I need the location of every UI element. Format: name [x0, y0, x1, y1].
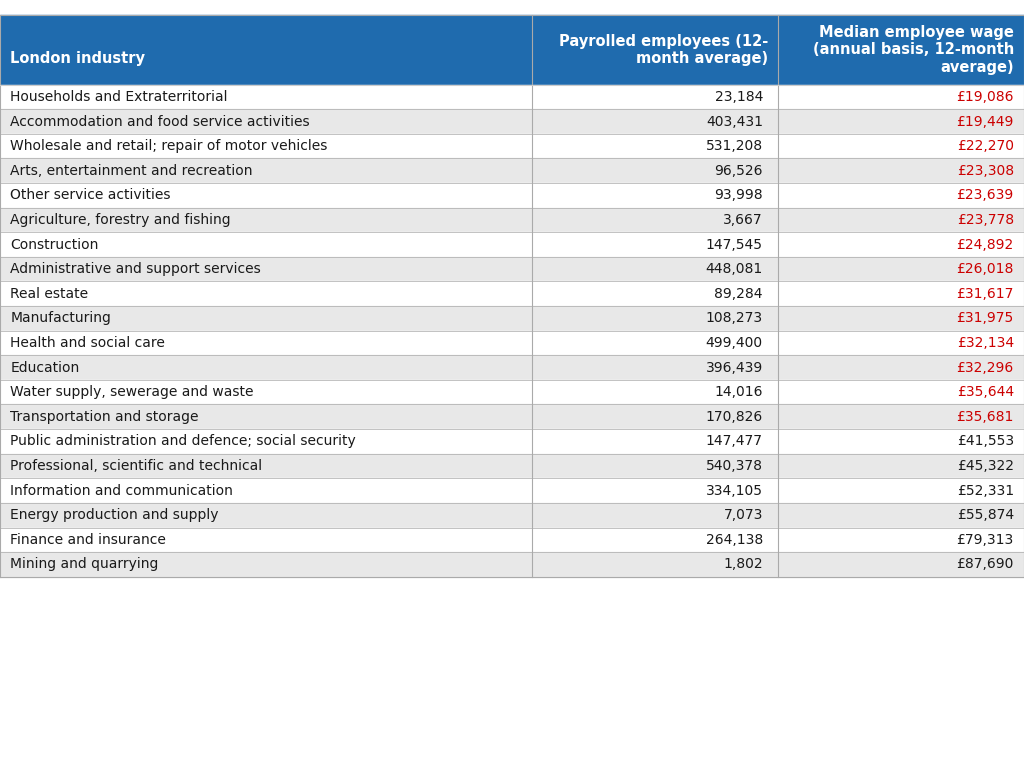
- Bar: [0, 503, 1024, 528]
- Bar: [0, 552, 1024, 577]
- Bar: [0, 158, 1024, 183]
- Text: £87,690: £87,690: [956, 558, 1014, 571]
- Text: £23,778: £23,778: [956, 213, 1014, 227]
- Text: Mining and quarrying: Mining and quarrying: [10, 558, 159, 571]
- Text: 1,802: 1,802: [723, 558, 763, 571]
- Text: 170,826: 170,826: [706, 410, 763, 424]
- Text: London industry: London industry: [10, 51, 145, 66]
- Text: Manufacturing: Manufacturing: [10, 311, 112, 325]
- Text: Transportation and storage: Transportation and storage: [10, 410, 199, 424]
- Text: Wholesale and retail; repair of motor vehicles: Wholesale and retail; repair of motor ve…: [10, 139, 328, 153]
- Text: Information and communication: Information and communication: [10, 484, 233, 498]
- Bar: [0, 109, 1024, 134]
- Text: Accommodation and food service activities: Accommodation and food service activitie…: [10, 115, 310, 128]
- Bar: [0, 478, 1024, 503]
- Text: 403,431: 403,431: [706, 115, 763, 128]
- Text: £55,874: £55,874: [956, 508, 1014, 522]
- Text: Public administration and defence; social security: Public administration and defence; socia…: [10, 434, 356, 448]
- Text: Administrative and support services: Administrative and support services: [10, 262, 261, 276]
- Text: Energy production and supply: Energy production and supply: [10, 508, 219, 522]
- Text: 14,016: 14,016: [715, 385, 763, 399]
- Bar: [0, 183, 1024, 208]
- Text: £35,644: £35,644: [956, 385, 1014, 399]
- Text: Education: Education: [10, 361, 80, 375]
- Text: £31,617: £31,617: [956, 287, 1014, 301]
- Text: £79,313: £79,313: [956, 533, 1014, 547]
- Text: 540,378: 540,378: [706, 459, 763, 473]
- Text: Health and social care: Health and social care: [10, 336, 165, 350]
- Text: 89,284: 89,284: [715, 287, 763, 301]
- Text: 96,526: 96,526: [715, 164, 763, 178]
- Text: £52,331: £52,331: [956, 484, 1014, 498]
- Text: Professional, scientific and technical: Professional, scientific and technical: [10, 459, 262, 473]
- Text: £24,892: £24,892: [956, 238, 1014, 251]
- Text: 7,073: 7,073: [724, 508, 763, 522]
- Bar: [0, 257, 1024, 281]
- Bar: [0, 15, 1024, 85]
- Text: £19,449: £19,449: [956, 115, 1014, 128]
- Text: 108,273: 108,273: [706, 311, 763, 325]
- Bar: [0, 331, 1024, 355]
- Text: 499,400: 499,400: [706, 336, 763, 350]
- Text: 396,439: 396,439: [706, 361, 763, 375]
- Text: 3,667: 3,667: [723, 213, 763, 227]
- Text: Finance and insurance: Finance and insurance: [10, 533, 166, 547]
- Text: £19,086: £19,086: [956, 90, 1014, 104]
- Text: £35,681: £35,681: [956, 410, 1014, 424]
- Text: 448,081: 448,081: [706, 262, 763, 276]
- Bar: [0, 281, 1024, 306]
- Text: 334,105: 334,105: [706, 484, 763, 498]
- Text: 23,184: 23,184: [715, 90, 763, 104]
- Text: 264,138: 264,138: [706, 533, 763, 547]
- Text: 531,208: 531,208: [706, 139, 763, 153]
- Text: Payrolled employees (12-
month average): Payrolled employees (12- month average): [559, 34, 768, 66]
- Text: £41,553: £41,553: [956, 434, 1014, 448]
- Text: £22,270: £22,270: [956, 139, 1014, 153]
- Bar: [0, 208, 1024, 232]
- Text: Arts, entertainment and recreation: Arts, entertainment and recreation: [10, 164, 253, 178]
- Text: Median employee wage
(annual basis, 12-month
average): Median employee wage (annual basis, 12-m…: [812, 25, 1014, 75]
- Text: £31,975: £31,975: [956, 311, 1014, 325]
- Bar: [0, 454, 1024, 478]
- Bar: [0, 404, 1024, 429]
- Text: £45,322: £45,322: [956, 459, 1014, 473]
- Bar: [0, 429, 1024, 454]
- Text: £23,308: £23,308: [956, 164, 1014, 178]
- Bar: [0, 85, 1024, 109]
- Bar: [0, 134, 1024, 158]
- Bar: [0, 380, 1024, 404]
- Bar: [0, 232, 1024, 257]
- Text: £23,639: £23,639: [956, 188, 1014, 202]
- Text: 147,477: 147,477: [706, 434, 763, 448]
- Text: Real estate: Real estate: [10, 287, 88, 301]
- Text: Households and Extraterritorial: Households and Extraterritorial: [10, 90, 227, 104]
- Bar: [0, 528, 1024, 552]
- Text: £32,134: £32,134: [956, 336, 1014, 350]
- Text: Agriculture, forestry and fishing: Agriculture, forestry and fishing: [10, 213, 230, 227]
- Text: 93,998: 93,998: [715, 188, 763, 202]
- Text: Construction: Construction: [10, 238, 98, 251]
- Text: £32,296: £32,296: [956, 361, 1014, 375]
- Bar: [0, 306, 1024, 331]
- Text: 147,545: 147,545: [706, 238, 763, 251]
- Text: Other service activities: Other service activities: [10, 188, 171, 202]
- Text: Water supply, sewerage and waste: Water supply, sewerage and waste: [10, 385, 254, 399]
- Text: £26,018: £26,018: [956, 262, 1014, 276]
- Bar: [0, 355, 1024, 380]
